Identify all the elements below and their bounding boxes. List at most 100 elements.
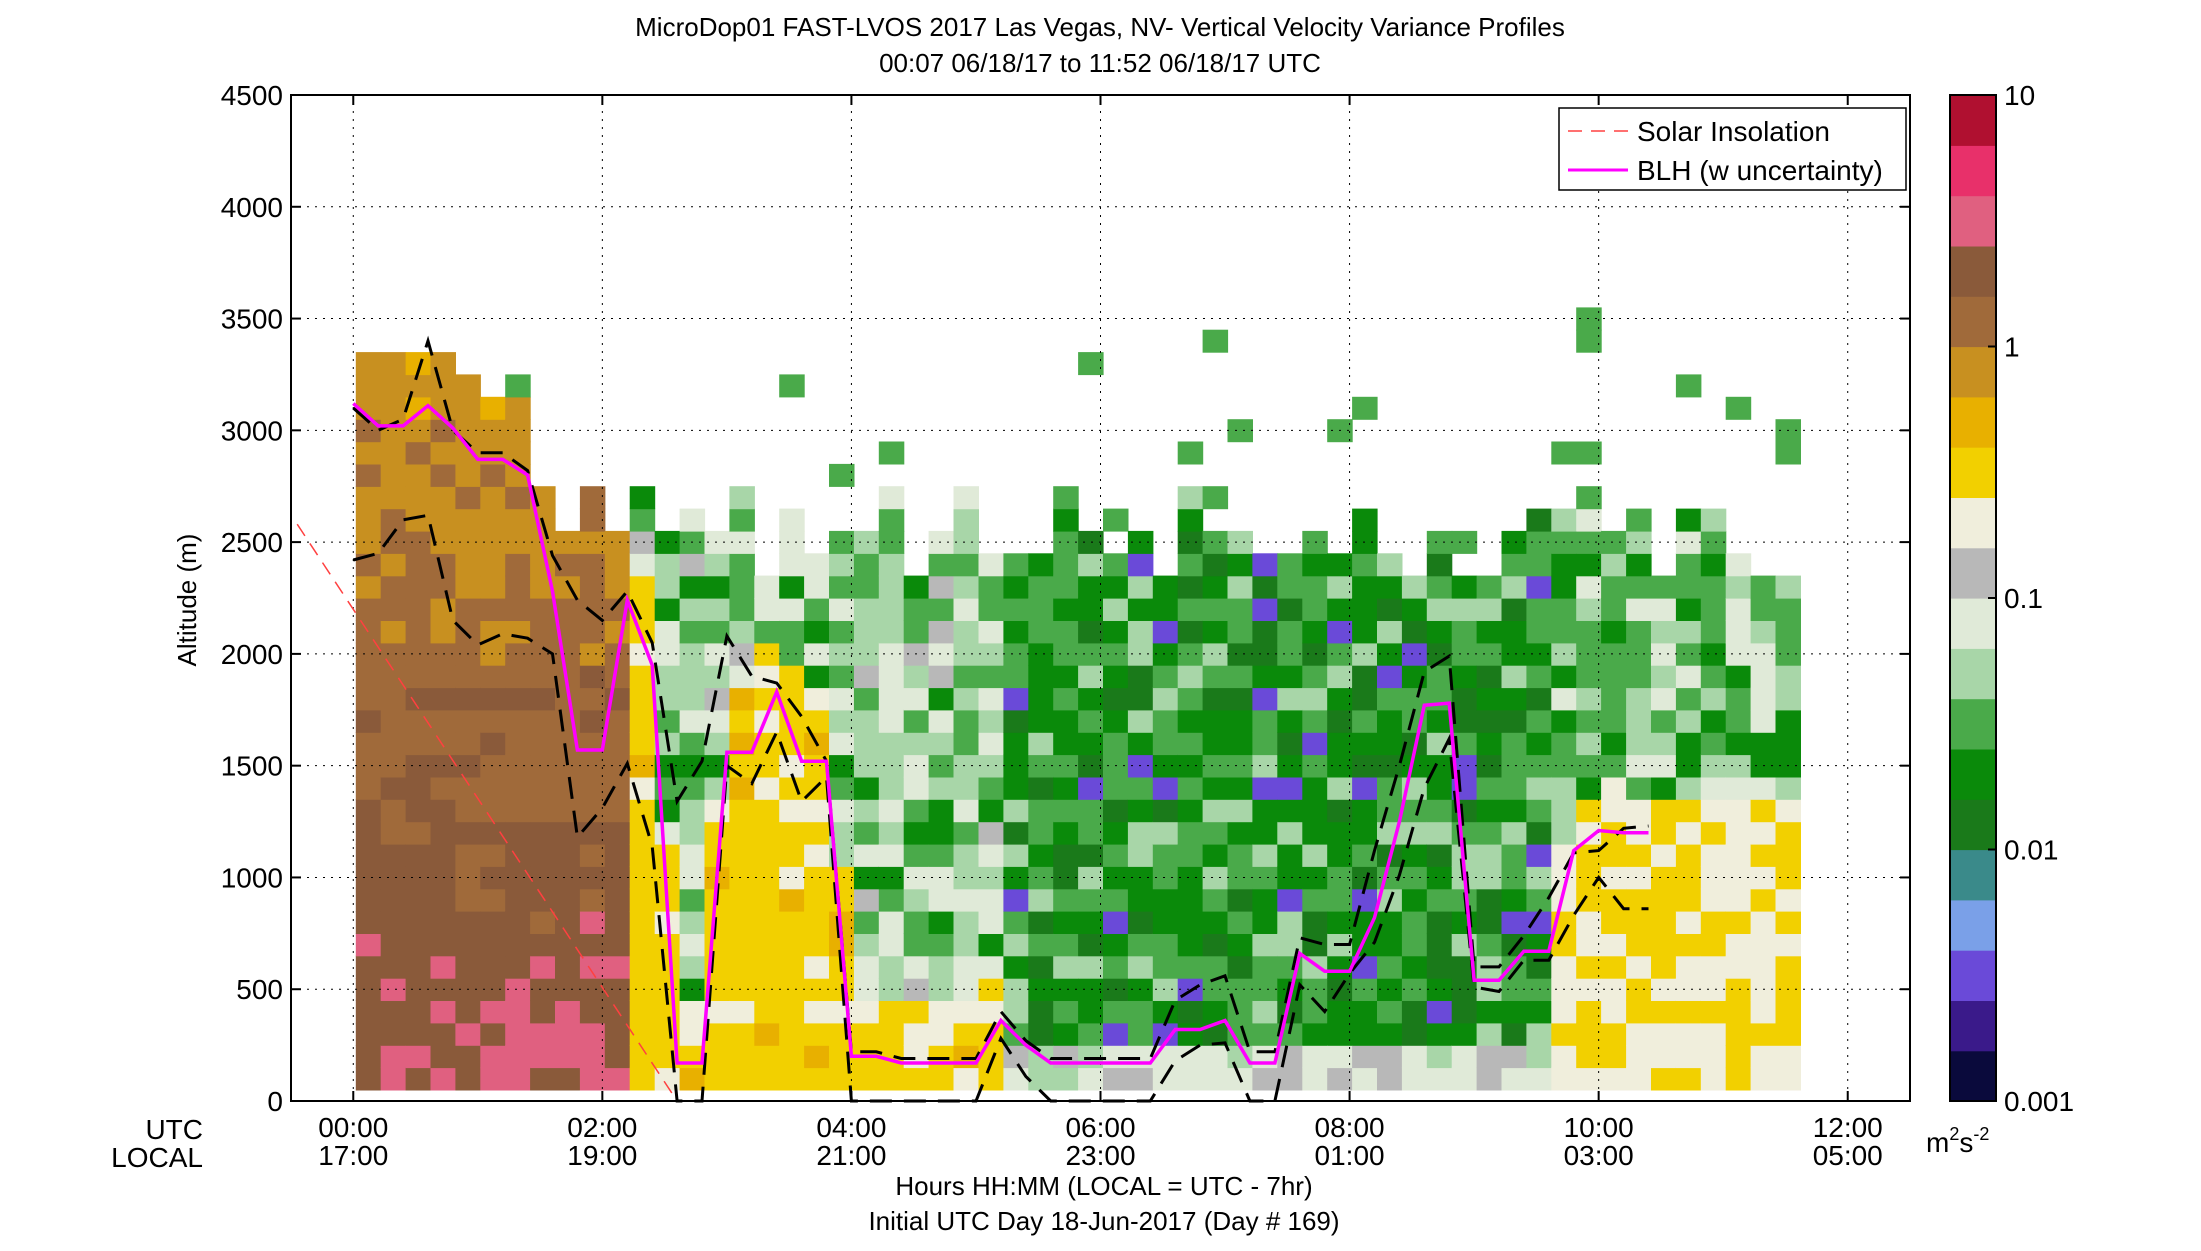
heatmap-cell [380,776,407,800]
heatmap-cell [1202,1022,1229,1046]
heatmap-cell [1252,1000,1278,1024]
y-tick-label: 4500 [221,80,283,111]
colorbar-tick-label: 1 [2004,332,2020,363]
heatmap-cell [505,665,531,689]
heatmap-cell [555,955,581,979]
heatmap-cell [1725,866,1752,890]
heatmap-cell [1476,665,1503,689]
heatmap-cell [1675,978,1702,1001]
heatmap-cell [629,955,656,979]
heatmap-cell [1750,575,1777,599]
heatmap-cell [505,419,531,443]
heatmap-cell [1028,709,1054,733]
heatmap-cell [878,598,905,621]
heatmap-cell [1227,911,1253,934]
heatmap-cell [1526,575,1552,599]
heatmap-cell [1028,754,1054,778]
heatmap-cell [1152,732,1179,756]
heatmap-cell [1775,1000,1801,1024]
heatmap-cell [1103,799,1129,823]
heatmap-cell [1003,799,1029,823]
heatmap-cell [978,799,1004,823]
heatmap-cell [1601,687,1627,711]
heatmap-cell [1202,821,1229,845]
heatmap-cell [878,687,905,711]
heatmap-cell [355,1045,382,1069]
heatmap-cell [1576,553,1602,577]
heatmap-cell [1700,799,1727,823]
heatmap-cell [1576,508,1602,532]
heatmap-cell [629,1022,656,1046]
heatmap-cell [704,530,730,554]
heatmap-cell [1750,911,1777,934]
heatmap-cell [1426,888,1453,912]
heatmap-cell [1700,911,1727,934]
heatmap-cell [405,911,432,934]
heatmap-cell [903,955,930,979]
heatmap-cell [555,821,581,845]
heatmap-cell [978,821,1004,845]
heatmap-cell [604,575,631,599]
heatmap-cell [654,843,681,867]
heatmap-cell [355,933,382,957]
heatmap-cell [1651,1045,1677,1069]
heatmap-cell [555,754,581,778]
heatmap-cell [430,352,456,376]
heatmap-cell [953,732,979,756]
heatmap-cell [853,1067,880,1091]
heatmap-cell [729,687,755,711]
heatmap-cell [1675,575,1702,599]
heatmap-cell [729,888,755,912]
heatmap-cell [480,1045,506,1069]
heatmap-cell [853,732,880,756]
heatmap-cell [380,486,407,510]
heatmap-cell [629,553,656,577]
heatmap-cell [530,866,556,890]
heatmap-cell [1302,575,1328,599]
heatmap-cell [978,978,1004,1001]
heatmap-cell [1651,978,1677,1001]
heatmap-cell [1177,665,1204,689]
heatmap-cell [853,933,880,957]
heatmap-cell [1576,598,1602,621]
heatmap-cell [1750,665,1777,689]
heatmap-cell [480,598,506,621]
heatmap-cell [1626,709,1652,733]
heatmap-cell [1377,911,1403,934]
x-axis-label-day: Initial UTC Day 18-Jun-2017 (Day # 169) [868,1206,1339,1236]
heatmap-cell [779,799,805,823]
heatmap-cell [604,843,631,867]
heatmap-cell [1601,843,1627,867]
heatmap-cell [1700,598,1727,621]
heatmap-cell [1003,709,1029,733]
heatmap-cell [804,553,830,577]
heatmap-cell [629,888,656,912]
heatmap-cell [1078,843,1104,867]
heatmap-cell [405,709,432,733]
heatmap-cell [1202,687,1229,711]
heatmap-cell [1551,1067,1577,1091]
heatmap-cell [903,799,930,823]
heatmap-cell [629,709,656,733]
heatmap-cell [604,888,631,912]
heatmap-cell [1725,754,1752,778]
heatmap-cell [779,553,805,577]
heatmap-cell [853,843,880,867]
heatmap-cell [704,1045,730,1069]
heatmap-cell [1152,955,1179,979]
heatmap-cell [455,732,481,756]
heatmap-cell [1352,799,1378,823]
heatmap-cell [405,598,432,621]
colorbar-ticks: 0.001 0.01 0.1 1 10 [1988,80,2074,1117]
heatmap-cell [1252,754,1278,778]
heatmap-cell [928,1022,955,1046]
heatmap-cell [604,553,631,577]
heatmap-cell [505,866,531,890]
heatmap-cell [853,888,880,912]
heatmap-cell [1626,866,1652,890]
heatmap-cell [1252,575,1278,599]
heatmap-cell [405,396,432,420]
heatmap-cell [1700,933,1727,957]
heatmap-cell [903,665,930,689]
